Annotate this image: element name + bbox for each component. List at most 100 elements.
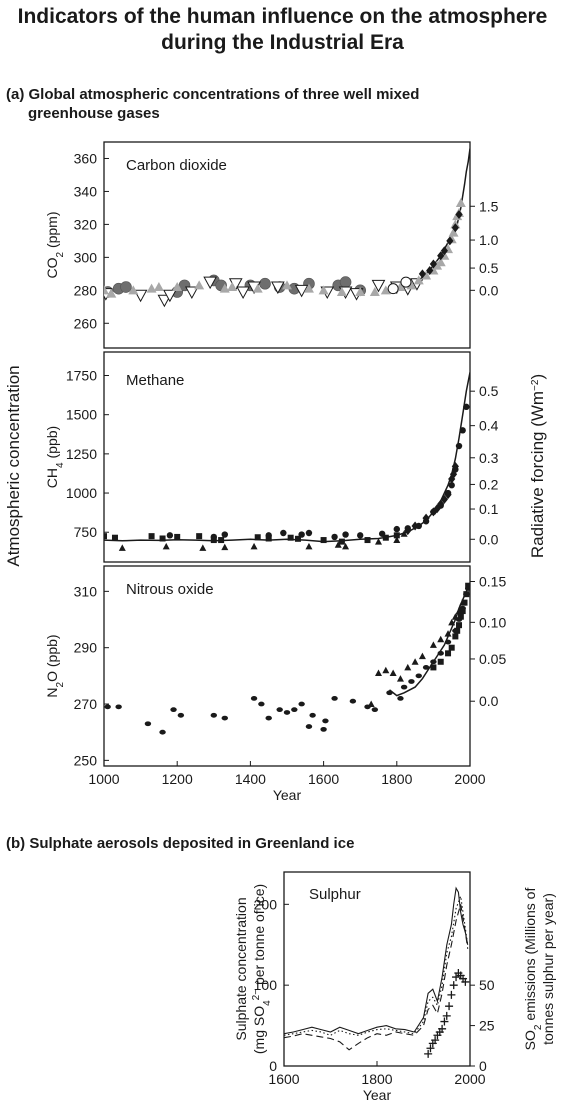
data-point <box>283 710 291 715</box>
data-point <box>422 513 430 523</box>
data-point <box>446 236 454 246</box>
data-point <box>451 223 459 233</box>
data-layer <box>104 148 470 308</box>
data-point <box>104 533 107 540</box>
data-point <box>457 613 464 620</box>
data-point <box>166 532 174 539</box>
data-point <box>448 227 459 237</box>
data-point <box>172 282 183 292</box>
data-point <box>455 197 466 207</box>
data-point <box>148 533 155 540</box>
y2-tick-label: 0.0 <box>479 531 499 547</box>
data-point <box>159 729 166 735</box>
data-point <box>396 675 404 682</box>
data-point <box>210 712 217 718</box>
data-point <box>271 281 285 295</box>
data-point <box>163 289 177 303</box>
data-point <box>449 981 458 990</box>
x-tick-label: 2000 <box>454 771 485 787</box>
data-point <box>418 652 426 660</box>
y-tick-label: 1250 <box>66 446 97 462</box>
y2-tick-label: 0.05 <box>479 651 506 667</box>
data-point <box>400 684 408 690</box>
data-point <box>371 707 379 713</box>
data-point <box>393 532 400 539</box>
panel-n2o: 250 270 290 310 0.0 0.05 0.10 0.15 1000 1200 1400 1… <box>74 565 506 803</box>
data-point <box>219 283 230 293</box>
data-point <box>357 532 364 539</box>
data-point <box>210 533 217 541</box>
data-point <box>159 535 166 542</box>
sulphate-y-label-line2: (mg SO42− per tonne of ice) <box>251 884 273 1054</box>
data-point <box>375 669 382 677</box>
y-tick-label: 360 <box>74 150 98 166</box>
data-point <box>440 246 448 256</box>
y-tick-label: 300 <box>74 249 98 265</box>
data-point <box>174 533 181 540</box>
data-point <box>331 533 338 541</box>
x-tick-label: 1800 <box>361 1071 392 1087</box>
data-point <box>418 269 427 279</box>
data-point <box>429 641 437 648</box>
data-point <box>424 1049 433 1058</box>
data-point <box>294 535 301 542</box>
data-point <box>440 494 448 504</box>
data-point <box>118 544 126 551</box>
y-axis-label: CO2 (ppm) <box>44 211 66 278</box>
data-point <box>309 712 316 718</box>
data-point <box>448 482 455 489</box>
data-point <box>421 270 432 280</box>
panel-label: Methane <box>126 372 184 389</box>
data-point <box>380 285 391 295</box>
y-tick-label: 340 <box>74 183 98 199</box>
panel-label: Nitrous oxide <box>126 581 214 598</box>
data-point <box>448 618 456 626</box>
data-point <box>342 531 349 538</box>
data-point <box>294 284 309 298</box>
data-point <box>104 704 111 710</box>
data-point <box>431 1036 440 1045</box>
y-tick-label: 0 <box>269 1058 277 1074</box>
y2-tick-label: 0.1 <box>479 501 499 517</box>
data-point <box>218 537 225 544</box>
data-point <box>459 608 466 615</box>
data-point <box>437 251 445 261</box>
data-point <box>452 973 461 982</box>
plot-frame <box>103 141 471 349</box>
data-point <box>287 534 294 541</box>
section-a-heading: (a) Global atmospheric concentrations of… <box>6 86 420 103</box>
panel-label: Carbon dioxide <box>126 157 227 174</box>
data-point <box>444 490 452 500</box>
y-tick-label: 310 <box>74 583 98 599</box>
series-dotted <box>284 894 469 1036</box>
data-point <box>461 977 470 986</box>
plot-frame <box>103 351 471 563</box>
data-point <box>115 704 122 710</box>
data-point <box>153 282 164 292</box>
data-point <box>422 665 430 670</box>
series-dashed <box>284 904 469 1051</box>
data-point <box>440 1017 449 1026</box>
y2-tick-label: 1.0 <box>479 232 499 248</box>
data-point <box>265 532 272 539</box>
left-axis-label: Atmospheric concentration <box>4 365 23 566</box>
data-point <box>413 275 424 285</box>
y-tick-label: 100 <box>254 977 278 993</box>
data-point <box>382 534 389 541</box>
y2-tick-label: 0.5 <box>479 260 499 276</box>
x-tick-label: 1600 <box>308 771 339 787</box>
data-point <box>298 531 305 538</box>
data-point <box>133 289 148 303</box>
x-axis-label: Year <box>363 1087 392 1103</box>
data-point <box>334 541 342 548</box>
data-point <box>445 1002 454 1011</box>
data-point <box>349 698 357 704</box>
data-point <box>455 442 463 450</box>
data-point <box>451 461 459 471</box>
y-tick-label: 320 <box>74 216 98 232</box>
data-point <box>276 707 283 713</box>
data-point <box>426 266 434 276</box>
data-point <box>378 530 386 537</box>
data-point <box>438 1024 447 1033</box>
